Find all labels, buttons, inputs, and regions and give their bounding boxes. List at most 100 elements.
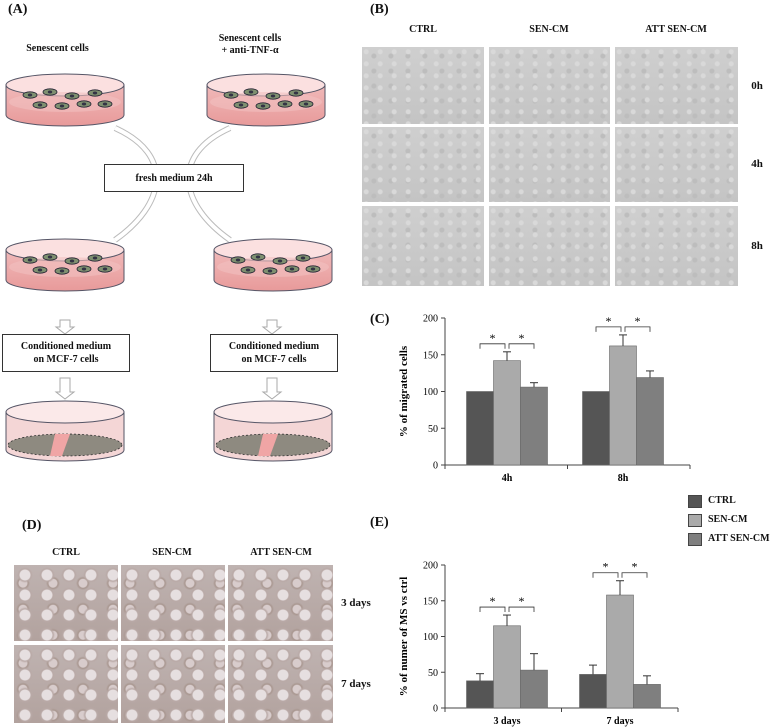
chart-e-bar-1-0 <box>579 674 607 709</box>
legend-swatch-ctrl <box>688 494 702 508</box>
chart-e-bar-0-1 <box>493 625 521 709</box>
chart-c-bar-1-0 <box>582 391 610 466</box>
panel-e-label: (E) <box>370 515 389 530</box>
legend-swatch-att-sen-cm <box>688 532 702 546</box>
micrograph-b-att-4h <box>615 127 738 202</box>
legend-item-sen-cm: SEN-CM <box>688 513 772 527</box>
dish-mcf7-left <box>5 400 125 462</box>
legend-label-att-sen-cm: ATT SEN-CM <box>708 533 770 544</box>
chart-e-ylabel: % of numer of MS vs ctrl <box>398 577 410 697</box>
panel-b-row-4h: 4h <box>751 158 763 170</box>
conditioned-medium-left-line1: Conditioned medium <box>20 341 112 352</box>
chart-c: % of migrated cells 0 50 100 150 200 * * 4h * * 8h <box>398 314 691 484</box>
chart-e-star-0-1: * <box>519 594 525 608</box>
chart-e-bracket-0-1 <box>508 606 535 613</box>
senescent-cells-title: Senescent cells <box>26 43 89 54</box>
chart-c-bar-0-0 <box>466 391 494 466</box>
micrograph-d-att-3d <box>228 565 333 641</box>
chart-c-bracket-1-0 <box>595 326 622 332</box>
chart-c-bracket-0-0 <box>479 343 506 349</box>
panel-b-col-att-sen-cm: ATT SEN-CM <box>645 24 707 35</box>
chart-c-bracket-1-1 <box>624 326 651 332</box>
chart-e-ytick-label-0: 0 <box>433 704 438 715</box>
chart-c-ytick-label-50: 50 <box>428 424 438 435</box>
chart-e-ytick-label-50: 50 <box>428 668 438 679</box>
chart-e-bar-0-0 <box>466 680 494 709</box>
dish-senescent-anti-tnf <box>206 73 326 127</box>
chart-c-bracket-0-1 <box>508 343 535 349</box>
down-arrow-right-2 <box>261 377 283 400</box>
chart-c-ytick-label-100: 100 <box>423 387 438 398</box>
conditioned-medium-left-line2: on MCF-7 cells <box>33 354 99 365</box>
panel-b-label: (B) <box>370 2 389 17</box>
conditioned-medium-right-line2: on MCF-7 cells <box>241 354 307 365</box>
chart-e-star-1-0: * <box>603 560 609 574</box>
chart-e-bar-0-2 <box>520 669 548 709</box>
dish-after-medium-right <box>213 238 333 292</box>
legend-label-sen-cm: SEN-CM <box>708 514 748 525</box>
senescent-anti-tnf-line2: + anti-TNF-α <box>221 45 279 56</box>
chart-c-ytick-label-200: 200 <box>423 314 438 325</box>
dish-after-medium-left <box>5 238 125 292</box>
panel-b-row-0h: 0h <box>751 80 763 92</box>
chart-e-ytick-label-100: 100 <box>423 632 438 643</box>
micrograph-b-sencm-4h <box>489 127 610 202</box>
chart-c-star-1-1: * <box>635 314 641 328</box>
dish-senescent <box>5 73 125 127</box>
micrograph-b-ctrl-0h <box>362 47 484 124</box>
chart-c-star-0-0: * <box>490 331 496 345</box>
micrograph-b-ctrl-4h <box>362 127 484 202</box>
chart-c-star-0-1: * <box>519 331 525 345</box>
chart-c-bar-1-1 <box>609 345 637 466</box>
chart-c-star-1-0: * <box>606 314 612 328</box>
legend-item-att-sen-cm: ATT SEN-CM <box>688 532 772 546</box>
panel-b-row-8h: 8h <box>751 240 763 252</box>
chart-c-bar-0-2 <box>520 386 548 466</box>
micrograph-b-att-0h <box>615 47 738 124</box>
legend-item-ctrl: CTRL <box>688 494 772 508</box>
down-arrow-right-1 <box>261 319 283 335</box>
panel-d-row-7days: 7 days <box>341 678 371 690</box>
panel-c-label: (C) <box>370 312 390 327</box>
dish-mcf7-right <box>213 400 333 462</box>
chart-e-xtick-label-0: 3 days <box>494 716 521 727</box>
chart-e-star-1-1: * <box>632 560 638 574</box>
chart-e-ytick-label-200: 200 <box>423 561 438 572</box>
chart-e-ytick-label-150: 150 <box>423 596 438 607</box>
micrograph-d-sencm-3d <box>121 565 225 641</box>
chart-c-bar-0-1 <box>493 360 521 466</box>
legend: CTRL SEN-CM ATT SEN-CM <box>688 494 772 546</box>
panel-b-col-sen-cm: SEN-CM <box>529 24 569 35</box>
chart-c-xtick-label-1: 8h <box>618 473 629 484</box>
panel-d-col-ctrl: CTRL <box>52 547 80 558</box>
chart-c-ytick-label-150: 150 <box>423 350 438 361</box>
chart-c-bar-1-2 <box>636 377 664 466</box>
micrograph-b-sencm-8h <box>489 206 610 286</box>
micrograph-d-sencm-7d <box>121 645 225 723</box>
micrograph-d-ctrl-7d <box>14 645 118 723</box>
micrograph-d-att-7d <box>228 645 333 723</box>
chart-e-bracket-0-0 <box>479 606 506 613</box>
senescent-anti-tnf-title: Senescent cells + anti-TNF-α <box>190 33 310 57</box>
chart-e-star-0-0: * <box>490 594 496 608</box>
chart-e-bar-1-2 <box>633 684 661 709</box>
micrograph-b-ctrl-8h <box>362 206 484 286</box>
senescent-anti-tnf-line1: Senescent cells <box>218 33 282 44</box>
legend-swatch-sen-cm <box>688 513 702 527</box>
chart-e-bar-1-1 <box>606 594 634 709</box>
conditioned-medium-right-line1: Conditioned medium <box>228 341 320 352</box>
down-arrow-left-2 <box>54 377 76 400</box>
chart-e-xtick-label-1: 7 days <box>607 716 634 727</box>
chart-c-ylabel: % of migrated cells <box>398 345 410 437</box>
panel-d-row-3days: 3 days <box>341 597 371 609</box>
panel-a-label: (A) <box>8 2 28 17</box>
legend-label-ctrl: CTRL <box>708 495 736 506</box>
chart-c-ytick-label-0: 0 <box>433 461 438 472</box>
panel-a-schematic <box>5 73 333 462</box>
micrograph-b-sencm-0h <box>489 47 610 124</box>
chart-e: % of numer of MS vs ctrl 0 50 100 150 200 * * 3 … <box>398 560 679 727</box>
conditioned-medium-box-left: Conditioned medium on MCF-7 cells <box>2 334 130 372</box>
micrograph-d-ctrl-3d <box>14 565 118 641</box>
micrograph-b-att-8h <box>615 206 738 286</box>
down-arrow-left-1 <box>54 319 76 335</box>
